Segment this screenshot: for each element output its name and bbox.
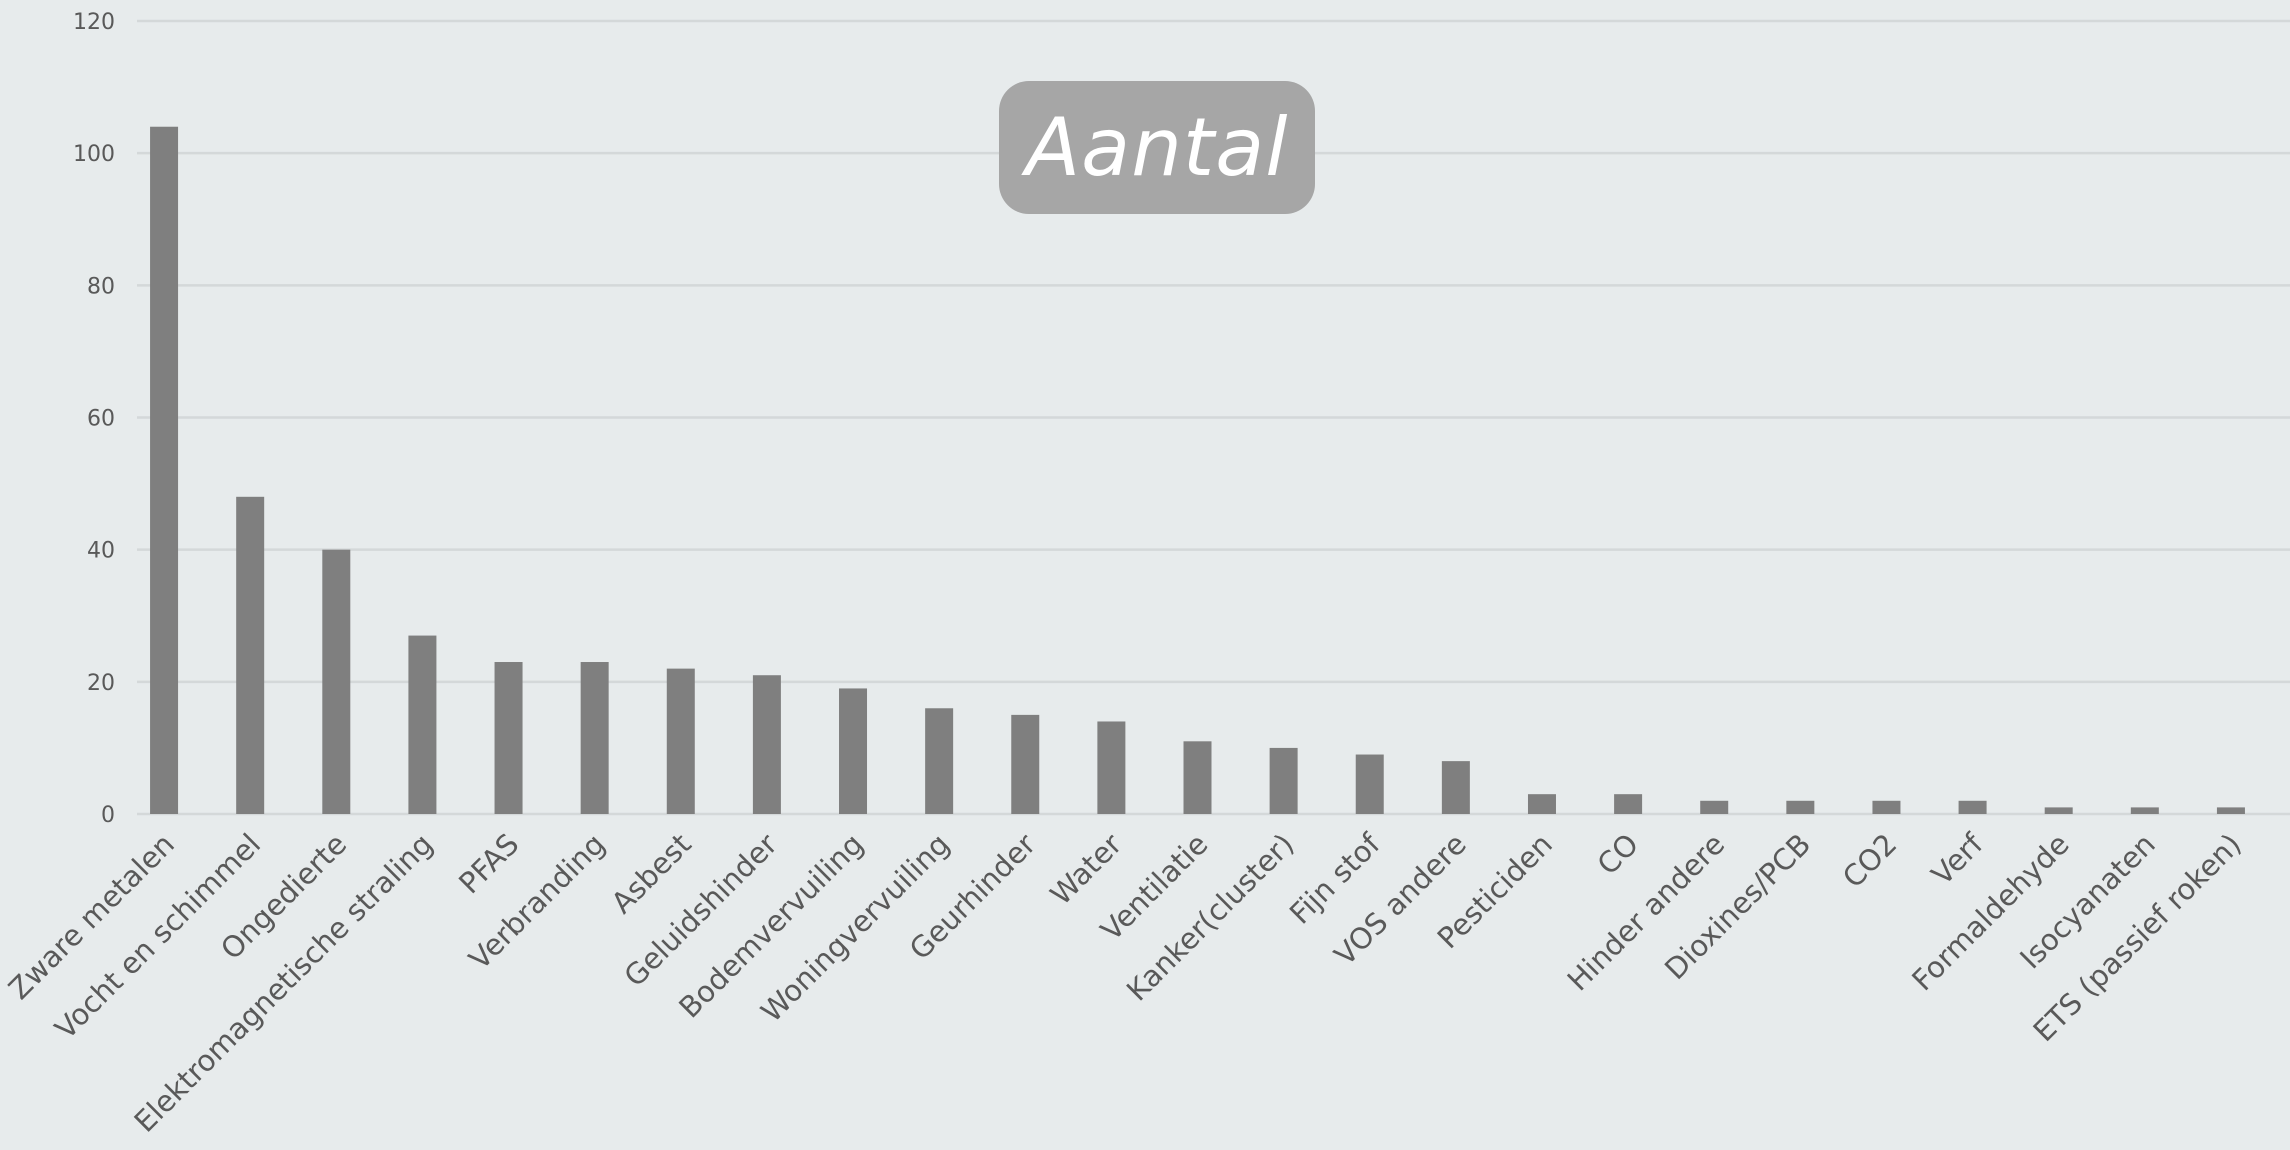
y-tick-label: 120 [73,10,115,35]
bar-formaldehyde [2044,807,2073,814]
bar-pfas [494,662,523,814]
bars [150,126,2245,814]
bar-hinder-andere [1700,800,1729,814]
bar-geurhinder [1011,714,1040,814]
bar-ongedierte [322,549,351,814]
bar-vos-andere [1441,761,1470,814]
y-tick-label: 100 [73,142,115,167]
bar-geluidshinder [752,675,781,814]
x-category-label: Formaldehyde [1905,827,2075,997]
bar-pesticiden [1527,794,1556,814]
x-category-label: CO2 [1836,827,1904,895]
x-category-label: Geluidshinder [617,827,783,993]
bar-co2 [1872,800,1901,814]
bar-dioxines-pcb [1786,800,1815,814]
bar-ventilatie [1183,741,1212,814]
bar-elektromagnetische-straling [408,635,437,814]
bar-isocyanaten [2130,807,2159,814]
x-category-label: CO [1591,827,1646,882]
bar-kanker-cluster [1269,747,1298,814]
y-axis-ticks: 0 20 40 60 80 100 120 [73,10,115,828]
bar-water [1097,721,1126,814]
x-category-label: Water [1044,827,1129,912]
bar-bodemvervuiling [839,688,868,814]
bar-asbest [666,668,695,814]
bar-verbranding [580,662,609,814]
bar-zware-metalen [150,126,179,814]
x-category-label: Hinder andere [1561,827,1732,998]
bar-co [1614,794,1643,814]
x-category-label: Verf [1925,826,1990,891]
bar-vocht-en-schimmel [236,496,265,814]
y-tick-label: 80 [87,274,115,299]
x-category-label: PFAS [452,827,525,900]
y-tick-label: 0 [101,803,115,828]
bar-ets-passief-roken [2216,807,2245,814]
bar-woningvervuiling [925,708,954,814]
y-tick-label: 60 [87,407,115,432]
bar-fijn-stof [1355,754,1384,814]
chart-title: Aantal [1025,101,1289,194]
y-tick-label: 40 [87,539,115,564]
y-tick-label: 20 [87,671,115,696]
bar-verf [1958,800,1987,814]
chart-title-box: Aantal [999,81,1315,214]
